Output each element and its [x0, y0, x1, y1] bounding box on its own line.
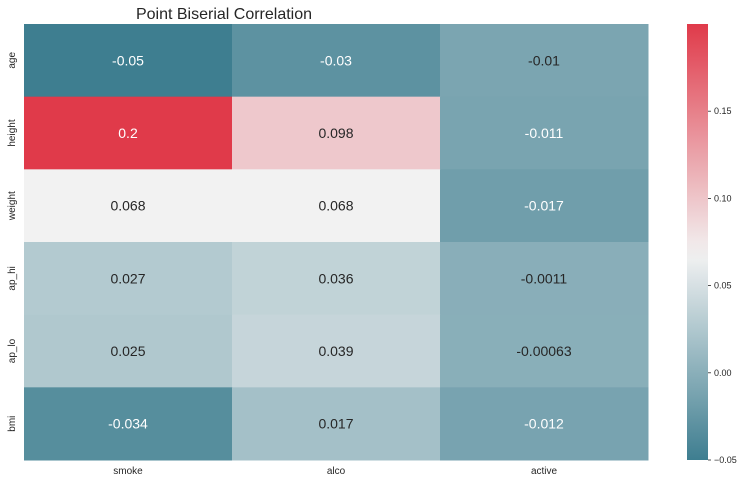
heatmap-cell-labels: -0.05 -0.03 -0.01 0.2 0.098 -0.011 0.068 0.068 -…: [108, 52, 572, 431]
x-tick-label-alco: alco: [327, 466, 346, 477]
heatmap-cell-weight-active: [440, 169, 649, 243]
chart-title: Point Biserial Correlation: [136, 6, 312, 23]
heatmap-cells: [24, 24, 649, 461]
x-tick-label-smoke: smoke: [113, 466, 143, 477]
heatmap-cell-height-smoke: [24, 96, 233, 170]
x-axis-tick-labels: smoke alco active: [113, 466, 557, 477]
y-tick-label-ap_lo: ap_lo: [7, 338, 18, 363]
cell-value-label: 0.017: [318, 416, 353, 432]
cell-value-label: 0.2: [118, 125, 138, 141]
heatmap-cell-age-smoke: [24, 24, 233, 98]
y-tick-label-age: age: [7, 52, 18, 69]
x-tick-label-active: active: [531, 466, 558, 477]
heatmap-cell-age-alco: [232, 24, 441, 98]
cell-value-label: -0.00063: [516, 343, 571, 359]
cell-value-label: -0.012: [524, 416, 564, 432]
y-tick-label-height: height: [7, 119, 18, 146]
cell-value-label: 0.098: [318, 125, 353, 141]
heatmap-cell-height-alco: [232, 96, 441, 170]
heatmap-cell-bmi-smoke: [24, 387, 233, 461]
cell-value-label: -0.034: [108, 416, 148, 432]
y-tick-label-bmi: bmi: [7, 416, 18, 432]
cell-value-label: 0.025: [110, 343, 145, 359]
cell-value-label: -0.03: [320, 52, 352, 68]
colorbar-tick-label: −0.05: [714, 455, 737, 465]
heatmap-cell-bmi-active: [440, 387, 649, 461]
heatmap-cell-bmi-alco: [232, 387, 441, 461]
colorbar-tick-label: 0.00: [714, 368, 732, 378]
cell-value-label: -0.01: [528, 52, 560, 68]
heatmap-cell-age-active: [440, 24, 649, 98]
heatmap-cell-weight-smoke: [24, 169, 233, 243]
colorbar-tick-label: 0.10: [714, 193, 732, 203]
heatmap-cell-ap_lo-alco: [232, 314, 441, 388]
heatmap-cell-height-active: [440, 96, 649, 170]
heatmap-cell-ap_hi-active: [440, 242, 649, 316]
cell-value-label: -0.0011: [521, 270, 568, 286]
cell-value-label: -0.05: [112, 52, 144, 68]
heatmap-cell-ap_hi-smoke: [24, 242, 233, 316]
cell-value-label: 0.068: [318, 198, 353, 214]
cell-value-label: 0.068: [110, 198, 145, 214]
colorbar-tick-label: 0.15: [714, 106, 732, 116]
heatmap-cell-ap_lo-smoke: [24, 314, 233, 388]
heatmap-cell-ap_hi-alco: [232, 242, 441, 316]
cell-value-label: 0.036: [318, 270, 353, 286]
colorbar-gradient: [687, 24, 708, 460]
cell-value-label: -0.017: [524, 198, 564, 214]
y-tick-label-ap_hi: ap_hi: [7, 266, 18, 290]
y-tick-label-weight: weight: [7, 191, 18, 221]
colorbar-tick-label: 0.05: [714, 281, 732, 291]
cell-value-label: 0.027: [110, 270, 145, 286]
colorbar: −0.05 0.00 0.05 0.10 0.15: [687, 24, 737, 465]
heatmap-cell-ap_lo-active: [440, 314, 649, 388]
heatmap-cell-weight-alco: [232, 169, 441, 243]
cell-value-label: -0.011: [525, 125, 564, 141]
cell-value-label: 0.039: [318, 343, 353, 359]
